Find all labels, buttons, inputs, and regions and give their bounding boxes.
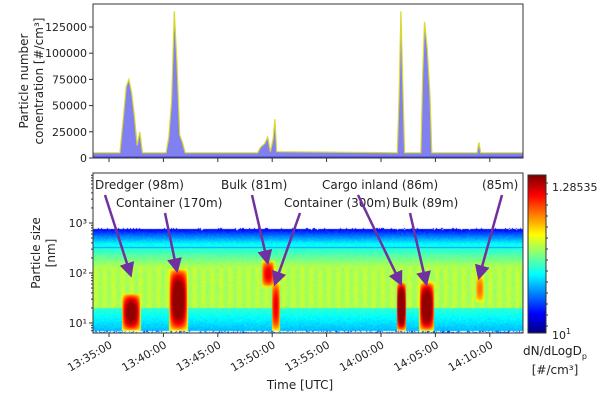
annotation-label: Container (170m) xyxy=(116,196,222,210)
annotation-arrow xyxy=(272,212,302,287)
y-tick-label: 10² xyxy=(69,267,87,280)
x-tick-label: 13:45:00 xyxy=(174,338,223,374)
y-tick-label: 10¹ xyxy=(69,317,87,330)
colorbar-unit: [#/cm³] xyxy=(532,363,579,377)
colorbar-label-sub: p xyxy=(582,352,587,361)
annotation-arrow xyxy=(356,194,403,287)
colorbar-top-label: 1.28535 xyxy=(552,181,598,194)
x-tick-label: 14:05:00 xyxy=(392,338,441,374)
annotation-label: Bulk (89m) xyxy=(392,196,458,210)
top-y-axis-label: Particle numberconentration [#/cm³] xyxy=(17,18,46,145)
x-tick-label: 13:50:00 xyxy=(228,338,277,374)
concentration-line xyxy=(93,11,523,154)
y-label-line: [nm] xyxy=(44,239,58,268)
annotation-label: Cargo inland (86m) xyxy=(322,178,438,192)
annotation-label: Container (300m) xyxy=(284,196,390,210)
annotation-label: Bulk (81m) xyxy=(221,178,287,192)
bottom-axes-frame xyxy=(92,172,524,334)
y-tick-label: 25000 xyxy=(52,126,87,139)
annotation-arrow xyxy=(475,194,504,281)
colorbar-bottom-exp: 1 xyxy=(566,327,571,336)
y-tick-label: 0 xyxy=(80,152,87,165)
y-label-line: Particle number xyxy=(17,33,31,128)
y-label-line: conentration [#/cm³] xyxy=(32,18,46,145)
colorbar-bottom-label: 101 xyxy=(552,327,571,342)
annotation-label: Dredger (98m) xyxy=(95,178,184,192)
y-tick-label: 10³ xyxy=(69,217,87,230)
annotation-arrow xyxy=(103,194,135,278)
y-tick-label: 50000 xyxy=(52,100,87,113)
x-tick-label: 13:55:00 xyxy=(283,338,332,374)
top-axes-frame xyxy=(92,3,524,159)
x-tick-label: 14:00:00 xyxy=(337,338,386,374)
annotation-arrow xyxy=(408,212,431,287)
colorbar-frame xyxy=(527,174,547,334)
annotation-label: (85m) xyxy=(482,178,518,192)
annotation-arrow xyxy=(250,194,273,266)
y-tick-label: 125000 xyxy=(45,21,87,34)
annotation-arrow xyxy=(163,212,182,274)
x-tick-label: 13:35:00 xyxy=(65,338,114,374)
x-tick-label: 13:40:00 xyxy=(120,338,169,374)
colorbar-label: dN/dLogDp xyxy=(523,344,587,361)
bottom-y-axis-label: Particle size[nm] xyxy=(29,217,58,288)
y-tick-label: 100000 xyxy=(45,47,87,60)
x-tick-label: 14:10:00 xyxy=(446,338,495,374)
x-axis-label: Time [UTC] xyxy=(266,378,333,392)
concentration-area xyxy=(93,11,523,158)
y-label-line: Particle size xyxy=(29,217,43,288)
y-tick-label: 75000 xyxy=(52,73,87,86)
